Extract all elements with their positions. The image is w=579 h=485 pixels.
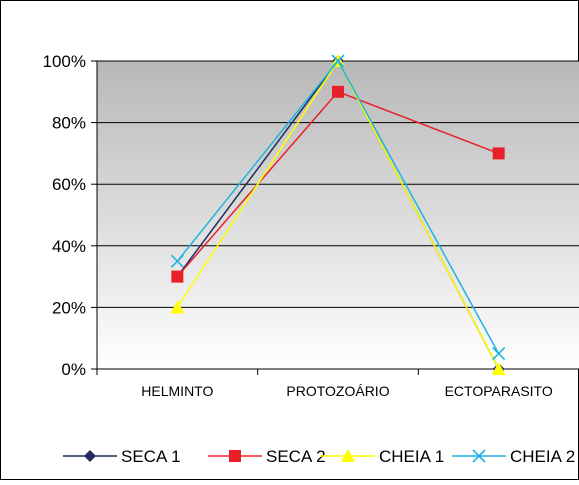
data-point [332,85,344,98]
y-tick-label: 60% [52,175,86,194]
data-point [492,147,505,160]
data-point [170,300,185,314]
legend-marker [84,450,96,462]
legend-label: CHEIA 2 [510,447,575,466]
x-tick-label: ECTOPARASITO [445,383,553,399]
data-point [492,347,506,361]
legend-item: CHEIA 1 [321,447,444,466]
data-point [331,54,345,68]
legend-marker [341,449,355,462]
x-tick-label: HELMINTO [141,383,213,399]
y-tick-label: 0% [61,360,86,379]
y-tick-label: 100% [43,52,86,71]
y-tick-label: 40% [52,237,86,256]
plot-area [97,61,579,369]
y-tick-label: 20% [52,298,86,317]
legend-marker [229,450,241,462]
data-point [171,270,184,283]
legend-item: SECA 2 [208,447,326,466]
y-tick-label: 80% [52,114,86,133]
legend-marker [472,449,486,463]
data-point [170,254,184,268]
legend-label: SECA 2 [266,447,326,466]
legend-item: SECA 1 [63,447,181,466]
legend-label: CHEIA 1 [379,447,444,466]
data-point [491,362,506,375]
legend-label: SECA 1 [121,447,181,466]
legend-item: CHEIA 2 [452,447,575,466]
x-tick-label: PROTOZOÁRIO [286,383,389,399]
series-cheia-2 [170,54,506,361]
series-seca-2 [171,85,505,283]
